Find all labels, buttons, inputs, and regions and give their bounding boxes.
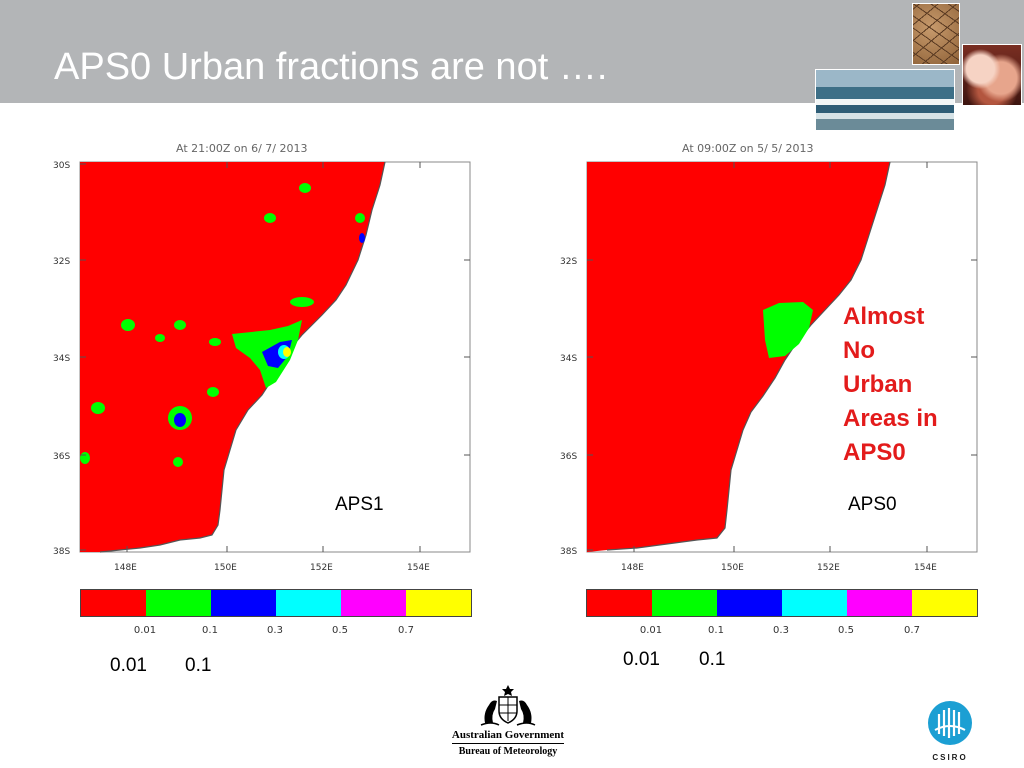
colorbar-label: 0.7 <box>398 625 414 636</box>
colorbar-swatch <box>912 590 977 616</box>
land-region <box>80 162 385 552</box>
lat-tick-label: 34S <box>560 354 577 364</box>
colorbar-swatch <box>587 590 652 616</box>
lon-axis: 148E 150E 152E 154E <box>114 162 430 573</box>
lat-tick-label: 38S <box>560 547 577 557</box>
lon-tick-label: 150E <box>214 563 237 573</box>
lon-tick-label: 154E <box>407 563 430 573</box>
colorbar-swatch <box>847 590 912 616</box>
urban-patch <box>763 302 813 358</box>
lon-tick-label: 150E <box>721 563 744 573</box>
colorbar-swatch <box>341 590 406 616</box>
title-banner: APS0 Urban fractions are not …. <box>0 0 1024 103</box>
annotation-text: Almost No Urban Areas in APS0 <box>843 300 983 470</box>
lat-tick-label: 32S <box>53 257 70 267</box>
annotation-line: Almost <box>843 303 925 330</box>
colorbar-swatch <box>81 590 146 616</box>
lon-tick-label: 148E <box>621 563 644 573</box>
colorbar-label: 0.5 <box>838 625 854 636</box>
map-aps1: At 21:00Z on 6/ 7/ 2013 <box>53 142 471 573</box>
annotation-line: No <box>843 337 875 364</box>
lon-axis: 148E 150E 152E 154E <box>621 162 937 573</box>
lat-tick-label: 36S <box>53 452 70 462</box>
colorbar-swatch <box>146 590 211 616</box>
urban-patches <box>80 183 365 467</box>
lon-tick-label: 154E <box>914 563 937 573</box>
lat-axis: 30S 32S 34S 36S 38S <box>53 161 470 557</box>
colorbar-label: 0.3 <box>773 625 789 636</box>
lon-tick-label: 148E <box>114 563 137 573</box>
lat-tick-label: 32S <box>560 257 577 267</box>
colorbar-labels-right: 0.01 0.1 0.3 0.5 0.7 <box>586 625 978 639</box>
coat-of-arms-icon <box>480 685 536 726</box>
colorbar-labels-left: 0.01 0.1 0.3 0.5 0.7 <box>80 625 472 639</box>
lat-tick-label: 38S <box>53 547 70 557</box>
colorbar-swatch <box>211 590 276 616</box>
threshold-label: 0.1 <box>185 655 212 676</box>
colorbar-label: 0.7 <box>904 625 920 636</box>
annotation-line: APS0 <box>843 439 906 466</box>
csiro-logo: CSIRO <box>926 700 974 762</box>
colorbar-label: 0.1 <box>708 625 724 636</box>
colorbar-swatch <box>276 590 341 616</box>
land-region <box>587 162 890 552</box>
colorbar-swatch <box>782 590 847 616</box>
colorbar-label: 0.01 <box>639 625 663 636</box>
colorbar-label: 0.3 <box>267 625 283 636</box>
map-label-aps1: APS1 <box>335 494 384 515</box>
colorbar-left <box>80 589 472 617</box>
ocean-wave-photo <box>815 69 955 131</box>
colorbar-label: 0.01 <box>133 625 157 636</box>
lon-tick-label: 152E <box>817 563 840 573</box>
lat-axis: 32S 34S 36S 38S <box>560 257 977 557</box>
csiro-globe-icon <box>928 701 972 745</box>
colorbar-label: 0.1 <box>202 625 218 636</box>
bureau-name: Bureau of Meteorology <box>458 746 558 757</box>
map-label-aps0: APS0 <box>848 494 897 515</box>
australian-government-logo: Australian Government Bureau of Meteorol… <box>446 683 570 767</box>
threshold-label: 0.1 <box>699 649 726 670</box>
cracked-earth-photo <box>912 3 960 65</box>
map-aps0: At 09:00Z on 5/ 5/ 2013 32S 34S 36S 38S <box>560 142 978 573</box>
colorbar-swatch <box>717 590 782 616</box>
threshold-label: 0.01 <box>110 655 147 676</box>
lat-tick-label: 30S <box>53 161 70 171</box>
colorbar-label: 0.5 <box>332 625 348 636</box>
map-panel-aps0: At 09:00Z on 5/ 5/ 2013 32S 34S 36S 38S <box>547 130 987 580</box>
map-panel-aps1: At 21:00Z on 6/ 7/ 2013 <box>40 130 480 580</box>
annotation-line: Urban <box>843 371 913 398</box>
map-header: At 09:00Z on 5/ 5/ 2013 <box>682 142 813 155</box>
csiro-wordmark: CSIRO <box>932 753 968 762</box>
colorbar-swatch <box>652 590 717 616</box>
lat-tick-label: 34S <box>53 354 70 364</box>
colorbar-swatch <box>406 590 471 616</box>
threshold-label: 0.01 <box>623 649 660 670</box>
gov-name: Australian Government <box>451 729 565 741</box>
storm-cloud-photo <box>962 44 1022 106</box>
lon-tick-label: 152E <box>310 563 333 573</box>
map-header: At 21:00Z on 6/ 7/ 2013 <box>176 142 307 155</box>
slide-title: APS0 Urban fractions are not …. <box>54 46 608 88</box>
colorbar-right <box>586 589 978 617</box>
annotation-line: Areas in <box>843 405 938 432</box>
lat-tick-label: 36S <box>560 452 577 462</box>
